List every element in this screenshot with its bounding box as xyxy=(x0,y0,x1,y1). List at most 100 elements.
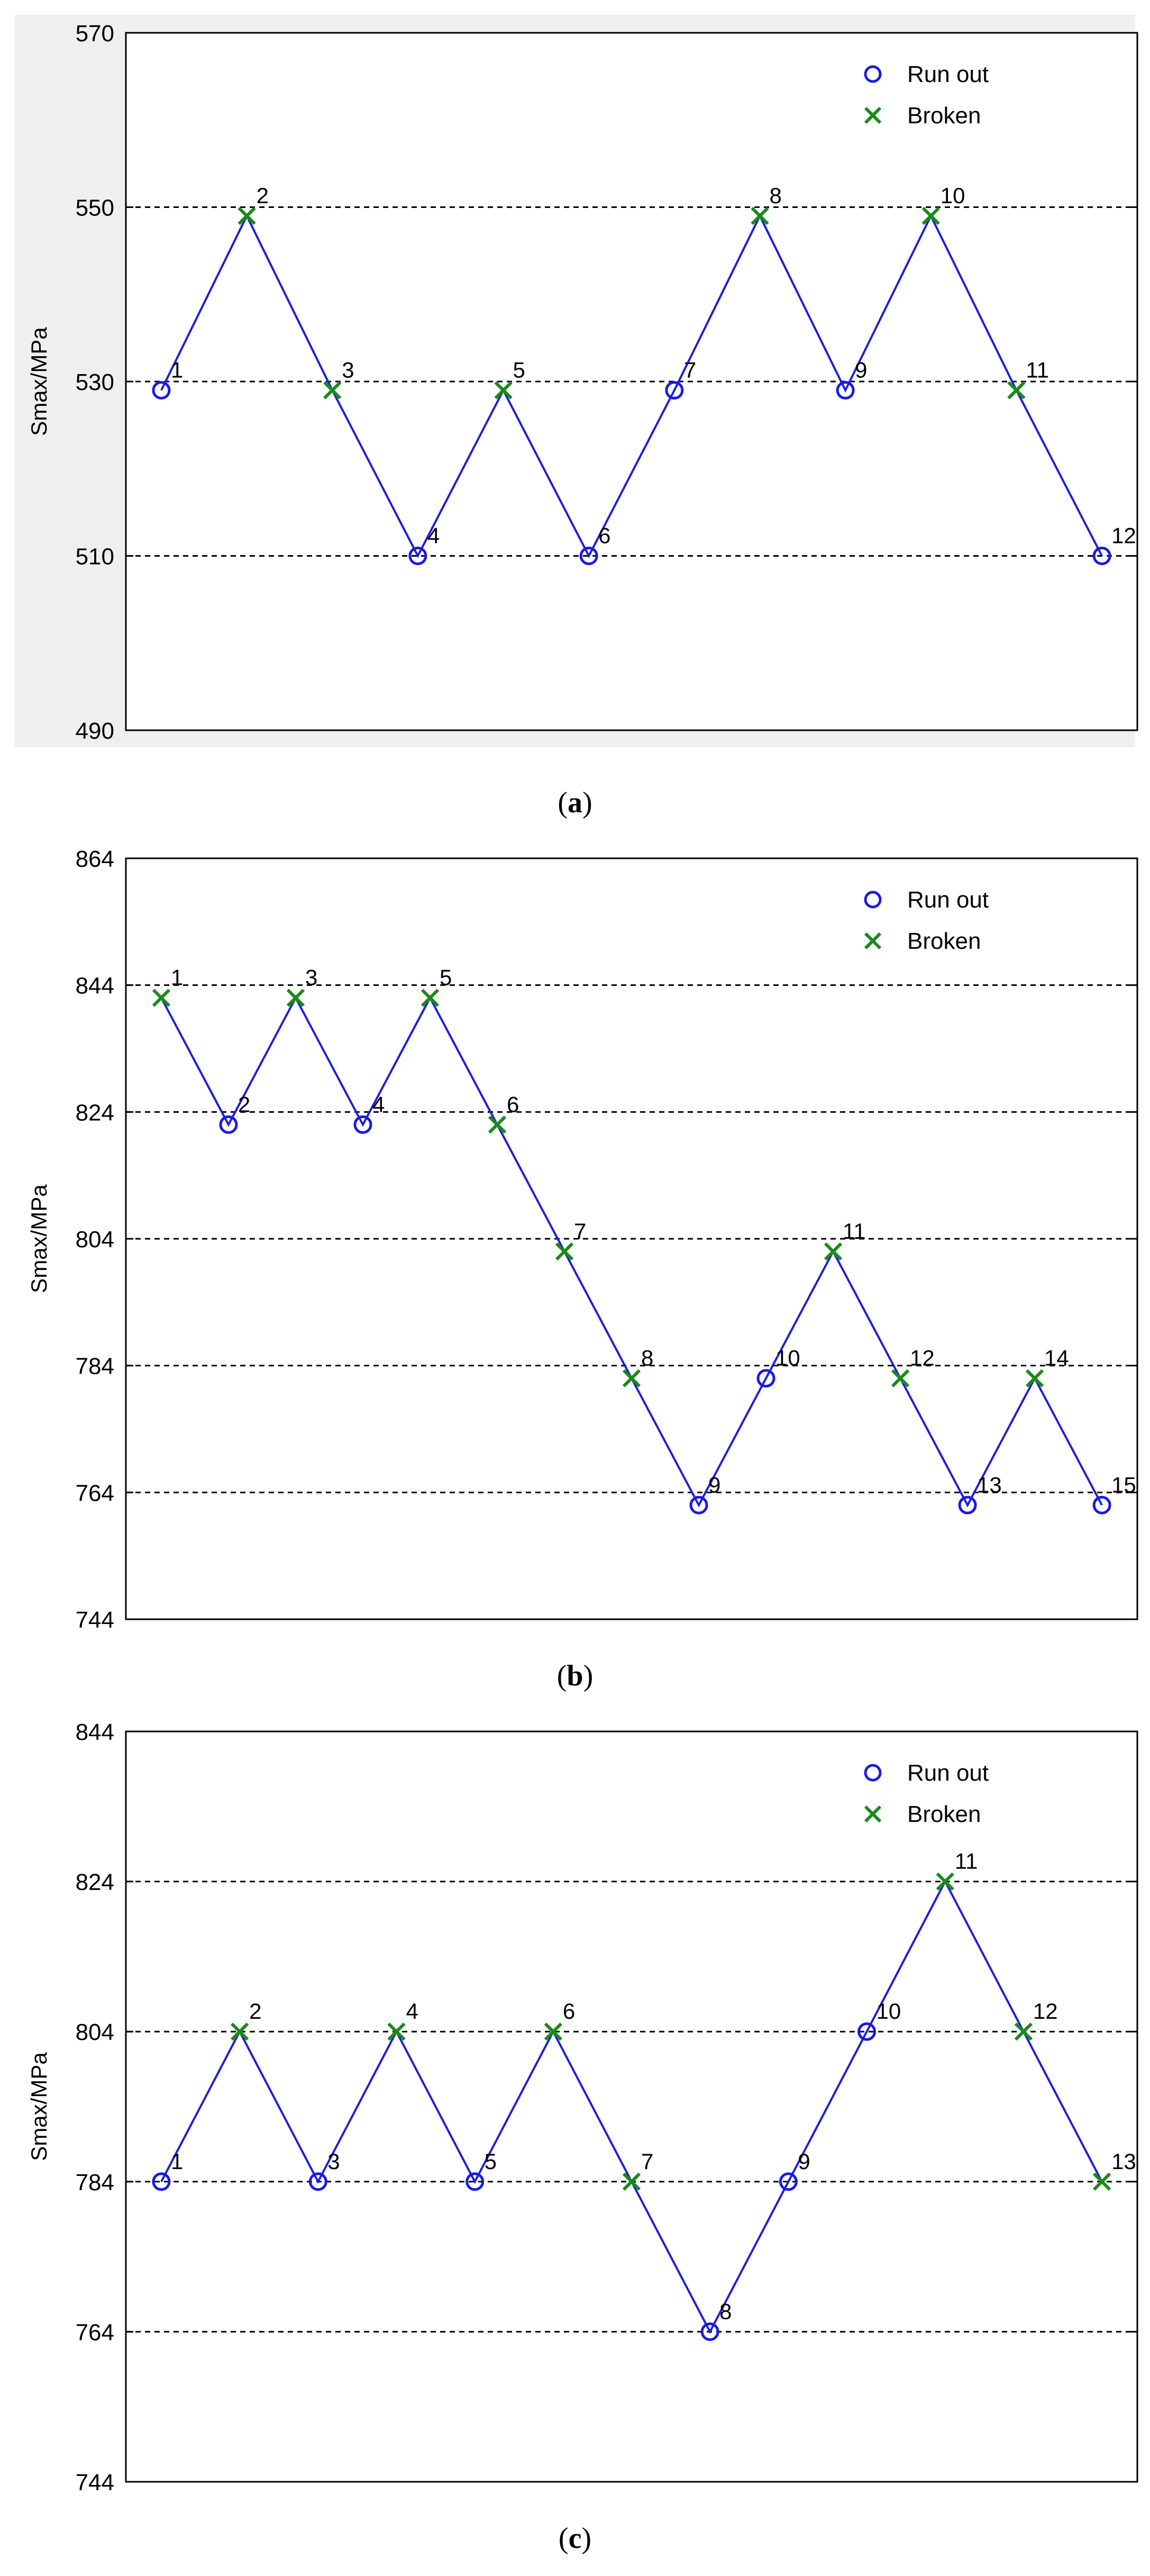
point-broken xyxy=(494,381,513,400)
point-broken xyxy=(421,988,440,1007)
y-axis-label: Smax/MPa xyxy=(26,327,51,436)
point-label: 7 xyxy=(574,1219,586,1244)
point-label: 13 xyxy=(1111,2149,1136,2174)
point-broken xyxy=(824,1242,843,1261)
chart-c: 744764784804824844Smax/MPa12345678910111… xyxy=(26,1719,1138,2496)
point-label: 12 xyxy=(910,1346,935,1371)
legend-run-out-marker xyxy=(864,1764,882,1782)
legend-broken-label: Broken xyxy=(907,103,981,129)
point-run-out xyxy=(152,380,171,400)
point-broken xyxy=(1014,2022,1033,2041)
point-broken-stroke xyxy=(387,2022,406,2041)
plot-area xyxy=(125,1730,1138,2483)
point-broken xyxy=(751,206,769,225)
point-label: 15 xyxy=(1111,1472,1136,1497)
y-tick-label: 844 xyxy=(76,1719,114,1745)
y-tick-label: 550 xyxy=(76,195,114,221)
point-broken xyxy=(936,1872,954,1891)
point-broken-stroke xyxy=(936,1872,954,1891)
point-label: 1 xyxy=(171,965,183,990)
y-tick-label: 824 xyxy=(76,1100,114,1126)
legend-broken-marker xyxy=(864,932,882,950)
legend-box xyxy=(852,48,1127,127)
point-label: 10 xyxy=(775,1346,800,1371)
point-run-out xyxy=(353,1115,372,1134)
legend-run-out-label: Run out xyxy=(907,1760,989,1786)
point-broken xyxy=(387,2022,406,2041)
y-tick-label: 530 xyxy=(76,369,114,395)
y-axis-label: Smax/MPa xyxy=(26,1184,51,1293)
point-broken xyxy=(544,2022,562,2041)
caption-c: (c) xyxy=(558,2522,592,2555)
point-run-out xyxy=(756,1369,775,1388)
point-label: 6 xyxy=(507,1092,519,1117)
point-broken xyxy=(488,1115,507,1134)
caption-b-letter: b xyxy=(567,1659,583,1692)
point-label: 13 xyxy=(977,1472,1002,1497)
y-tick-label: 804 xyxy=(76,2019,114,2045)
caption-a: (a) xyxy=(558,786,592,819)
legend-box xyxy=(852,873,1127,953)
y-tick-label: 764 xyxy=(76,1480,114,1506)
point-label: 5 xyxy=(440,965,452,990)
point-label: 1 xyxy=(171,357,183,382)
point-broken xyxy=(323,381,342,400)
point-label: 7 xyxy=(684,357,696,382)
point-run-out xyxy=(857,2022,877,2041)
y-tick-label: 490 xyxy=(76,718,114,744)
point-broken-stroke xyxy=(286,988,305,1007)
point-label: 11 xyxy=(1026,357,1049,382)
point-label: 8 xyxy=(719,2299,732,2324)
point-label: 4 xyxy=(427,523,440,548)
point-label: 10 xyxy=(877,1999,901,2024)
point-broken xyxy=(622,1369,641,1387)
legend: Run out Broken xyxy=(852,873,1127,954)
figure-a: 490 510 530 550 570 Smax/MPa 1 2 3 4 5 6 7 8 9 10 11 12 Ru… xyxy=(0,0,1150,826)
legend-box xyxy=(852,1746,1127,1826)
point-run-out xyxy=(408,547,427,565)
figure-c: 744 764 784 804 824 844 Smax/MPa 1 2 3 4 5 6 7 8 9 10 11 1… xyxy=(0,1699,1150,2576)
y-tick-label: 804 xyxy=(76,1227,114,1253)
legend-run-out-marker xyxy=(864,65,882,83)
legend-run-out-marker xyxy=(864,891,882,909)
caption-c-letter: c xyxy=(568,2522,582,2555)
point-broken xyxy=(286,988,305,1007)
point-label: 11 xyxy=(955,1849,978,1874)
point-broken xyxy=(152,988,171,1007)
point-label: 3 xyxy=(342,357,354,382)
point-label: 9 xyxy=(798,2149,810,2174)
point-label: 6 xyxy=(598,523,610,548)
point-broken-stroke xyxy=(555,1242,574,1261)
point-label: 2 xyxy=(257,183,269,208)
point-label: 5 xyxy=(513,357,525,382)
point-run-out xyxy=(1092,547,1111,565)
y-tick-label: 864 xyxy=(76,846,114,872)
point-run-out xyxy=(219,1115,238,1134)
point-broken-stroke xyxy=(494,381,513,400)
point-label: 2 xyxy=(249,1999,261,2024)
legend: Run out Broken xyxy=(852,48,1127,129)
point-label: 5 xyxy=(485,2149,497,2174)
point-label: 10 xyxy=(941,183,965,208)
point-label: 7 xyxy=(641,2149,653,2174)
point-broken-stroke xyxy=(622,1369,641,1387)
y-tick-label: 784 xyxy=(76,1354,114,1380)
point-broken-stroke xyxy=(891,1369,910,1387)
point-run-out xyxy=(1092,1495,1111,1514)
y-tick-label: 764 xyxy=(76,2319,114,2345)
caption-a-letter: a xyxy=(568,786,582,819)
point-broken xyxy=(1007,381,1026,400)
point-label: 3 xyxy=(305,965,317,990)
figure-b: 744 764 784 804 824 844 864 Smax/MPa 1 2 3 4 5 6 7 8 9 10… xyxy=(0,826,1150,1699)
point-broken xyxy=(622,2172,641,2191)
legend-broken-label: Broken xyxy=(907,928,981,954)
point-label: 3 xyxy=(327,2149,340,2174)
y-tick-label: 824 xyxy=(76,1870,114,1895)
point-label: 1 xyxy=(171,2149,183,2174)
point-label: 9 xyxy=(708,1472,720,1497)
point-broken-stroke xyxy=(1025,1369,1044,1387)
y-tick-label: 784 xyxy=(76,2170,114,2196)
chart-b: 744764784804824844864Smax/MPa12345678910… xyxy=(26,846,1138,1633)
point-run-out xyxy=(152,2172,171,2191)
